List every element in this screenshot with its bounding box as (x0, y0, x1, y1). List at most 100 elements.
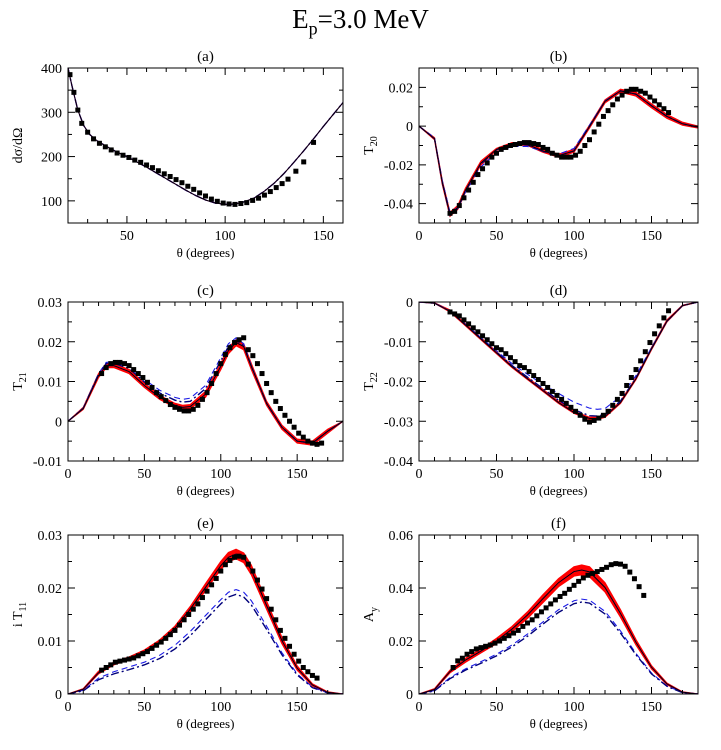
panel-e-data-point (144, 649, 150, 655)
panel-f-data-point (492, 640, 498, 646)
panel-a-data-point (120, 152, 126, 158)
panel-c-data-point (268, 390, 274, 396)
panel-b-data-point (591, 129, 597, 135)
panel-b-ytick-label: -0.04 (384, 198, 413, 213)
panel-c-xtick-label: 0 (65, 467, 72, 482)
panel-d-ytick-label: -0.04 (384, 455, 413, 470)
panel-c-data-point (254, 361, 260, 367)
panel-b-data-point (517, 141, 523, 147)
panel-b-data-point (554, 152, 560, 158)
panel-e-data-point (273, 617, 279, 623)
panel-e-data-point (177, 622, 183, 628)
panel-c-data-point (314, 441, 320, 447)
panel-d-data-point (480, 333, 486, 339)
panel-a-data-point (79, 120, 85, 126)
panel-b-data-point (512, 142, 518, 148)
panel-d-data-point (447, 309, 453, 315)
panel-d-data-point (549, 388, 555, 394)
panel-b-data-point (628, 86, 634, 92)
panel-d-ytick-label: 0 (406, 296, 413, 311)
panel-a-data-point (138, 159, 144, 165)
panel-c-ytick-label: -0.01 (33, 455, 62, 470)
panel-c-data-point (232, 340, 238, 346)
panel-d-data-point (545, 384, 551, 390)
panel-f-xtick-label: 150 (641, 700, 662, 715)
panel-f-data-point (515, 627, 521, 633)
panel-d-title: (d) (550, 283, 568, 299)
panel-e-xtick-label: 150 (287, 700, 308, 715)
panel-e-line-dash (68, 589, 343, 694)
panel-a-xtick-label: 150 (313, 229, 334, 244)
panel-d-data-point (656, 323, 662, 329)
panel-c-data-point (131, 367, 137, 373)
panel-d-data-point (461, 317, 467, 323)
panel-c-data-point (273, 398, 279, 404)
panel-f-data-point (622, 563, 628, 569)
panel-a-line-dash (68, 68, 343, 205)
panel-f-data-point (473, 646, 479, 652)
panel-b-xtick-label: 50 (490, 229, 504, 244)
panel-f-data-point (618, 561, 623, 567)
panel-d-data-point (512, 359, 518, 365)
panel-c-ytick-label: 0 (55, 415, 62, 430)
panel-b-line-solid (419, 90, 698, 216)
panel-f-data-point (571, 582, 577, 588)
panel-e-data-point (172, 627, 178, 633)
panel-e-data-point (259, 586, 265, 592)
panel-e-data-point (181, 617, 187, 623)
panel-a-data-point (261, 192, 267, 198)
panel-a-xtick-label: 50 (120, 229, 134, 244)
panel-a-data-point (167, 174, 173, 179)
panel-b-data-point (563, 154, 569, 160)
panel-f-data-point (455, 658, 461, 664)
panel-a-ytick-label: 100 (41, 195, 62, 210)
panel-b-plot-area (419, 86, 698, 218)
panel-e-ylabel-main: i T (11, 611, 26, 627)
panel-c-xtick-label: 150 (287, 467, 308, 482)
panel-d-data-point (633, 367, 639, 373)
panel-c-data-point (300, 434, 306, 440)
panel-d-data-point (587, 419, 592, 425)
panel-b-ytick-label: 0 (406, 120, 413, 135)
panel-d-xlabel: θ (degrees) (530, 483, 588, 498)
panel-e: 0 50 100 150 0 0.01 0.02 0.03 (e) θ (degrees) i T1… (11, 516, 344, 731)
panel-b-data-point (456, 203, 462, 209)
panel-a-data-point (108, 147, 114, 153)
panel-a-data-point (91, 136, 97, 142)
panel-e-line-solid (68, 553, 343, 694)
panel-f-data-point (450, 665, 456, 670)
panel-a-data-point (285, 176, 291, 182)
panel-f-ytick-label: 0 (406, 688, 413, 703)
panel-e-data-point (222, 562, 228, 568)
panel-c-data-point (241, 335, 247, 341)
panel-f-data-point (501, 635, 507, 641)
panel-a-data-point (161, 171, 167, 177)
panel-c-ylabel-main: T (11, 382, 26, 391)
panel-d-ytick-label: -0.03 (384, 415, 413, 430)
panel-e-xtick-label: 0 (65, 700, 72, 715)
panel-f-data-point (464, 651, 470, 657)
panel-c-ylabel-sub: 21 (18, 372, 29, 382)
panel-a-data-point (149, 165, 155, 171)
panel-a-data-point (301, 159, 307, 165)
panel-b-ytick-label: 0.02 (389, 81, 414, 96)
panel-c-data-point (167, 402, 173, 408)
panel-b-data-point (559, 154, 565, 160)
panel-b-ylabel: T20 (362, 136, 380, 155)
panel-e-data-point (218, 568, 224, 574)
panel-a-data-point (144, 162, 150, 168)
panel-e-data-point (309, 672, 315, 678)
panel-f-data-point (487, 642, 493, 648)
panel-d-ytick-label: -0.01 (384, 336, 413, 351)
panel-a-xlabel: θ (degrees) (177, 245, 235, 260)
panel-f-xtick-label: 50 (490, 700, 504, 715)
panel-b-data-point (587, 137, 592, 143)
panel-e-data-point (131, 655, 137, 661)
panel-b-data-point (596, 121, 602, 127)
panel-c-data-point (126, 363, 132, 369)
panel-f-data-point (636, 584, 642, 590)
panel-d-data-point (466, 321, 472, 327)
panel-a-data-point (267, 189, 273, 195)
panel-a-ytick-label: 200 (41, 151, 62, 166)
